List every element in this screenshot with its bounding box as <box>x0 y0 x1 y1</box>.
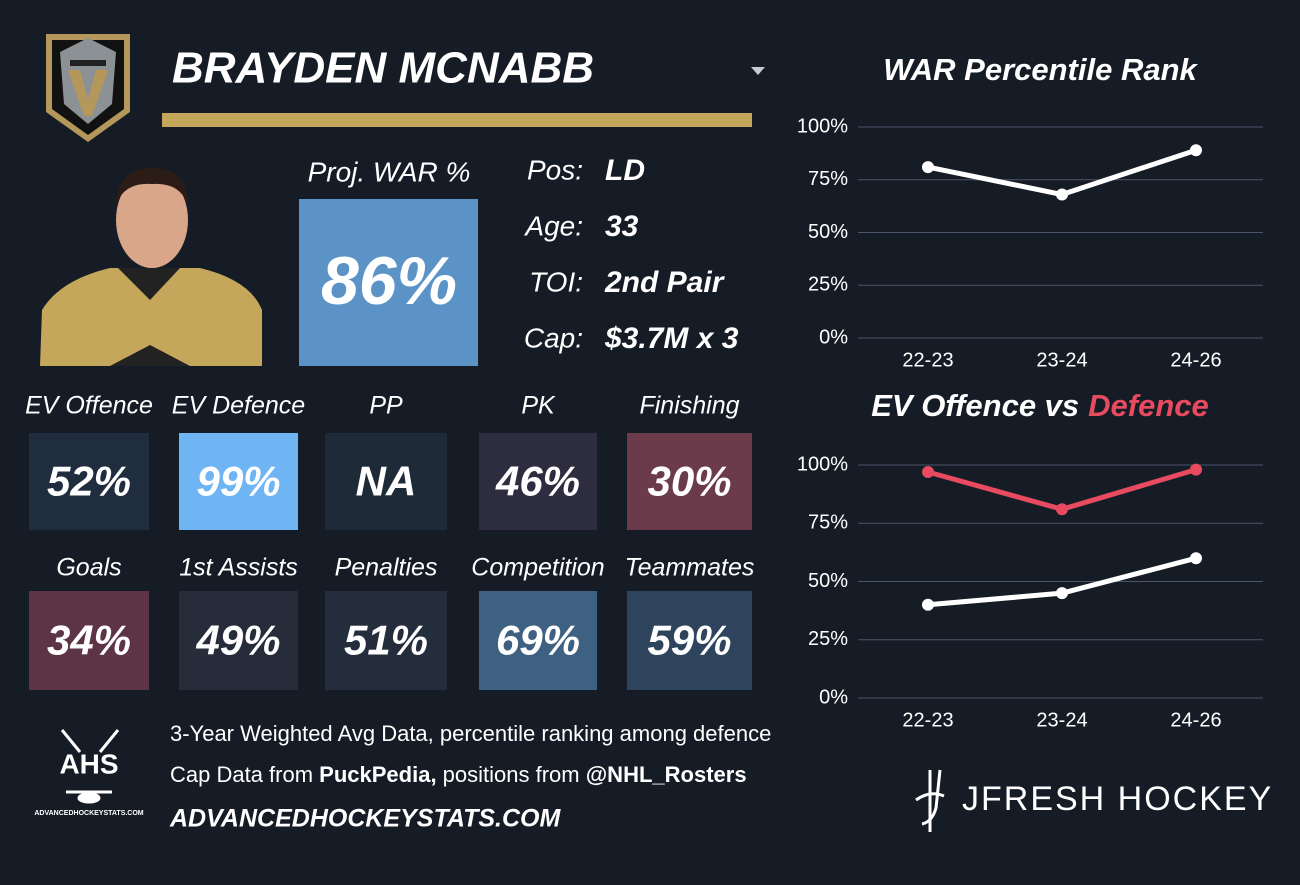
tile <box>627 591 752 690</box>
tile-value: 99% <box>196 458 280 505</box>
projection-value: 86% <box>321 243 457 319</box>
chart-title: EV Offence vs Defence <box>871 388 1209 423</box>
dropdown-arrow[interactable] <box>751 67 765 75</box>
series-point <box>1190 144 1202 157</box>
tile-value: 52% <box>47 458 131 505</box>
tile-value: 34% <box>47 617 131 664</box>
footer-website[interactable]: ADVANCEDHOCKEYSTATS.COM <box>169 805 561 833</box>
tile <box>479 433 597 530</box>
team-logo <box>46 34 130 142</box>
tile-value: NA <box>356 458 417 505</box>
player-name: BRAYDEN MCNABB <box>172 44 594 93</box>
series-point <box>922 598 934 611</box>
tile-label: PP <box>369 392 403 420</box>
footer-note: 3-Year Weighted Avg Data, percentile ran… <box>170 721 771 746</box>
footer-source-part: PuckPedia, <box>319 762 436 787</box>
series-point <box>1056 587 1068 600</box>
tile-label: Penalties <box>335 554 438 582</box>
bio-value: 2nd Pair <box>604 266 726 299</box>
name-underline <box>162 113 752 127</box>
y-tick-label: 100% <box>797 453 848 475</box>
tile-label: Teammates <box>625 554 755 582</box>
bio-value: 33 <box>605 210 639 243</box>
footer-source-part: @NHL_Rosters <box>586 762 747 787</box>
tile <box>325 591 447 690</box>
ahs-logo <box>60 729 120 804</box>
bio-value: LD <box>605 154 645 187</box>
chart-title-part: EV Offence vs <box>871 388 1079 423</box>
y-tick-label: 75% <box>808 512 848 534</box>
x-tick-label: 24-26 <box>1170 349 1221 371</box>
tile-value: 49% <box>195 617 280 664</box>
tile-label: Goals <box>56 554 121 582</box>
tile <box>29 433 149 530</box>
chart-title-part: WAR Percentile Rank <box>883 52 1198 87</box>
y-tick-label: 0% <box>819 686 848 708</box>
y-tick-label: 50% <box>808 570 848 592</box>
tile <box>627 433 752 530</box>
footer-sources: Cap Data from PuckPedia, positions from … <box>170 762 747 787</box>
brand-name: JFRESH HOCKEY <box>962 780 1273 818</box>
y-tick-label: 100% <box>797 115 848 137</box>
series-point <box>922 465 934 478</box>
tile <box>179 433 298 530</box>
tile <box>179 591 298 690</box>
tile-label: Competition <box>471 554 604 582</box>
x-tick-label: 22-23 <box>902 709 953 731</box>
tile-label: EV Offence <box>25 392 153 420</box>
tile-label: Finishing <box>639 392 739 420</box>
tile <box>479 591 597 690</box>
tile-value: 30% <box>647 458 731 505</box>
footer-source-part: Cap Data from <box>170 762 319 787</box>
bio-value: $3.7M x 3 <box>604 322 739 355</box>
x-tick-label: 24-26 <box>1170 709 1221 731</box>
series-line <box>927 147 1197 198</box>
y-tick-label: 0% <box>819 326 848 348</box>
projection-box <box>299 199 478 366</box>
tile <box>29 591 149 690</box>
tile-value: 46% <box>495 458 580 505</box>
tile-label: PK <box>521 392 556 420</box>
player-photo <box>40 168 262 366</box>
x-tick-label: 23-24 <box>1036 709 1087 731</box>
ahs-logo-caption: ADVANCEDHOCKEYSTATS.COM <box>34 810 143 817</box>
tile-value: 69% <box>496 617 580 664</box>
y-tick-label: 50% <box>808 221 848 243</box>
series-point <box>1056 503 1068 516</box>
series-point <box>1190 463 1202 476</box>
footer-source-part: positions from <box>437 762 586 787</box>
y-tick-label: 25% <box>808 628 848 650</box>
bio-label: TOI: <box>529 266 583 297</box>
tile-value: 51% <box>344 617 428 664</box>
chart-title: WAR Percentile Rank <box>883 52 1198 87</box>
bio-label: Cap: <box>524 322 583 353</box>
tile-label: EV Defence <box>172 392 305 420</box>
x-tick-label: 22-23 <box>902 349 953 371</box>
tile-value: 59% <box>647 617 731 664</box>
y-tick-label: 75% <box>808 168 848 190</box>
series-point <box>922 161 934 174</box>
ahs-logo-text: AHS <box>59 748 118 779</box>
x-tick-label: 23-24 <box>1036 349 1087 371</box>
chart-title-part: Defence <box>1088 388 1209 423</box>
series-point <box>1190 552 1202 565</box>
bio-label: Age: <box>523 210 583 241</box>
tile <box>325 433 447 530</box>
projection-label: Proj. WAR % <box>308 156 471 187</box>
y-tick-label: 25% <box>808 274 848 296</box>
brand-icon <box>915 769 945 832</box>
bio-label: Pos: <box>527 154 583 185</box>
tile-label: 1st Assists <box>179 554 298 582</box>
series-point <box>1056 188 1068 201</box>
